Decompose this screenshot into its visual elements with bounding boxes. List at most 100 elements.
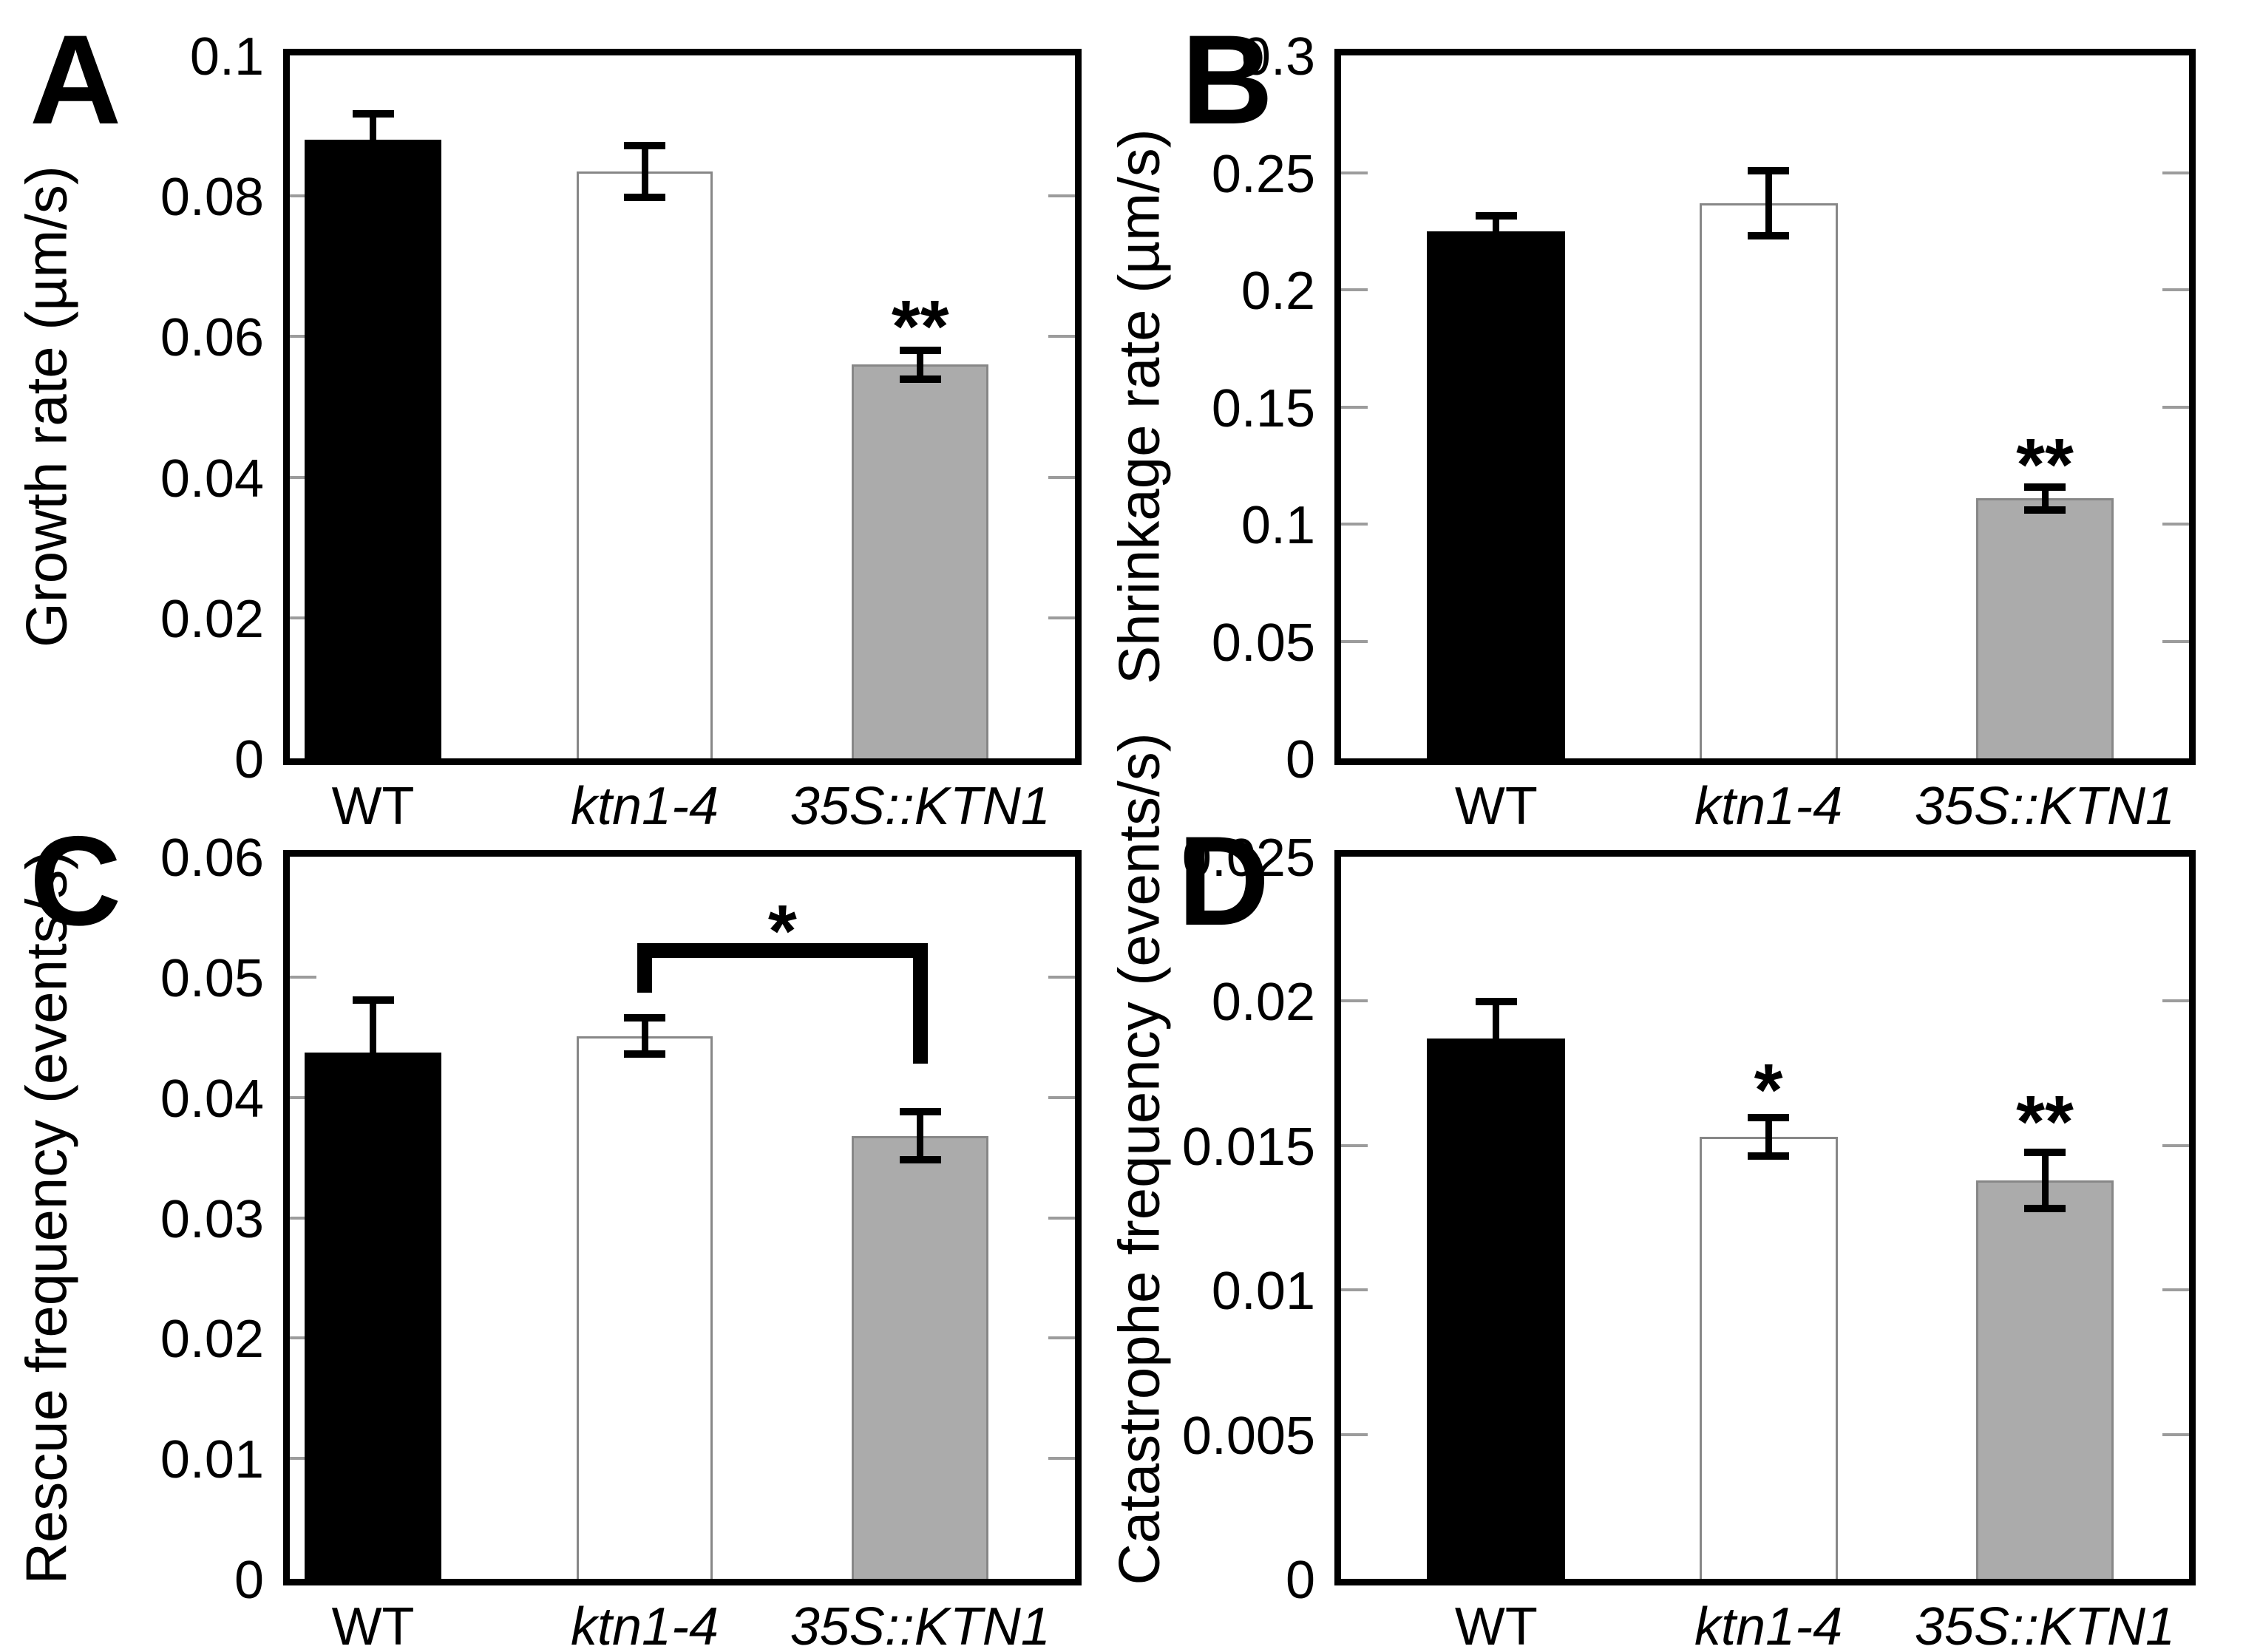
- error-bar: [370, 110, 377, 170]
- y-tick-label: 0.3: [1241, 27, 1315, 86]
- y-tick-label: 0.15: [1211, 378, 1315, 438]
- y-tick-left: [290, 194, 316, 198]
- error-bar-cap-bottom: [352, 1101, 394, 1109]
- error-bar-cap-top: [2024, 1148, 2066, 1156]
- x-category-label: ktn1-4: [1694, 777, 1843, 836]
- y-tick-label: 0.025: [1181, 829, 1315, 888]
- x-category-label: 35S::KTN1: [1914, 777, 2176, 836]
- panel-letter-C: C: [30, 810, 122, 952]
- error-bar: [641, 1014, 648, 1058]
- y-tick-left: [1341, 171, 1368, 174]
- y-tick-label: 0.01: [1211, 1262, 1315, 1322]
- error-bar-cap-top: [2024, 483, 2066, 491]
- y-tick-right: [2162, 999, 2189, 1003]
- bar-ktn1-4: [1699, 203, 1838, 758]
- y-tick-left: [1341, 639, 1368, 643]
- y-tick-label: 0: [1285, 730, 1315, 789]
- error-bar-cap-bottom: [2024, 506, 2066, 514]
- y-tick-left: [290, 975, 316, 979]
- y-tick-right: [2162, 1432, 2189, 1436]
- error-bar-cap-bottom: [1475, 242, 1517, 251]
- error-bar-cap-top: [1475, 212, 1517, 220]
- bar-ktn1-4: [1699, 1137, 1838, 1579]
- y-tick-left: [290, 1336, 316, 1340]
- y-tick-left: [1341, 288, 1368, 291]
- error-bar-cap-top: [352, 110, 394, 118]
- y-tick-label: 0.05: [160, 948, 264, 1008]
- significance-bracket-horizontal: [637, 943, 928, 959]
- error-bar: [917, 346, 924, 384]
- error-bar-cap-bottom: [1475, 1071, 1517, 1079]
- bar-WT: [1427, 231, 1566, 758]
- error-bar-cap-top: [624, 141, 666, 149]
- y-tick-label: 0.2: [1241, 262, 1315, 321]
- bar-35S::KTN1: [1975, 498, 2114, 758]
- significance-marker: *: [1754, 1049, 1783, 1132]
- panel-letter-B: B: [1181, 9, 1274, 151]
- y-tick-label: 0.1: [1241, 496, 1315, 555]
- plot-area-B: **: [1334, 49, 2196, 765]
- plot-area-C: *: [283, 850, 1082, 1585]
- y-tick-left: [290, 1216, 316, 1220]
- y-tick-label: 0.06: [160, 829, 264, 888]
- panel-letter-D: D: [1178, 810, 1270, 952]
- y-tick-label: 0.02: [1211, 973, 1315, 1033]
- y-tick-left: [290, 475, 316, 479]
- y-tick-right: [1048, 1216, 1075, 1220]
- y-tick-right: [1048, 475, 1075, 479]
- y-tick-label: 0.1: [189, 27, 264, 86]
- bar-ktn1-4: [576, 1036, 713, 1579]
- error-bar-cap-top: [899, 346, 941, 354]
- error-bar: [2041, 1148, 2049, 1212]
- error-bar-cap-top: [1748, 1113, 1790, 1121]
- y-tick-left: [290, 616, 316, 619]
- error-bar-cap-top: [1475, 998, 1517, 1006]
- y-tick-right: [1048, 1457, 1075, 1461]
- y-tick-right: [1048, 335, 1075, 339]
- y-tick-label: 0.04: [160, 1069, 264, 1129]
- error-bar-cap-bottom: [352, 162, 394, 170]
- x-category-label: 35S::KTN1: [790, 1597, 1051, 1652]
- significance-marker: *: [767, 889, 797, 973]
- y-tick-right: [1048, 616, 1075, 619]
- error-bar: [641, 141, 648, 201]
- y-tick-right: [2162, 405, 2189, 409]
- y-axis-title-A: Growth rate (µm/s): [13, 165, 78, 647]
- x-category-label: WT: [331, 777, 415, 836]
- y-tick-label: 0.01: [160, 1430, 264, 1490]
- y-tick-label: 0.25: [1211, 144, 1315, 204]
- x-category-label: 35S::KTN1: [1914, 1597, 2176, 1652]
- error-bar-cap-top: [1748, 166, 1790, 174]
- bar-WT: [305, 1053, 441, 1579]
- y-tick-right: [1048, 1095, 1075, 1099]
- x-category-label: ktn1-4: [570, 1597, 719, 1652]
- plot-area-D: * **: [1334, 850, 2196, 1585]
- x-category-label: 35S::KTN1: [790, 777, 1051, 836]
- error-bar: [1493, 998, 1500, 1079]
- significance-bracket-left-leg: [637, 943, 653, 993]
- y-tick-left: [1341, 999, 1368, 1003]
- bar-35S::KTN1: [1975, 1180, 2114, 1579]
- x-category-label: WT: [331, 1597, 415, 1652]
- y-tick-label: 0.04: [160, 449, 264, 509]
- error-bar-cap-top: [899, 1108, 941, 1116]
- error-bar: [1765, 166, 1772, 239]
- y-tick-label: 0: [234, 730, 264, 789]
- x-category-label: WT: [1454, 1597, 1538, 1652]
- y-tick-right: [1048, 1336, 1075, 1340]
- error-bar: [1493, 212, 1500, 251]
- y-tick-label: 0.08: [160, 168, 264, 228]
- bar-35S::KTN1: [852, 1135, 989, 1579]
- y-tick-right: [2162, 1143, 2189, 1147]
- error-bar-cap-top: [624, 1014, 666, 1022]
- bar-35S::KTN1: [852, 364, 989, 758]
- y-tick-right: [2162, 1288, 2189, 1292]
- y-tick-right: [2162, 288, 2189, 291]
- y-tick-label: 0.05: [1211, 613, 1315, 673]
- error-bar: [917, 1108, 924, 1164]
- error-bar: [2041, 483, 2049, 514]
- error-bar: [370, 996, 377, 1109]
- y-tick-label: 0.02: [160, 1310, 264, 1370]
- y-tick-left: [1341, 1288, 1368, 1292]
